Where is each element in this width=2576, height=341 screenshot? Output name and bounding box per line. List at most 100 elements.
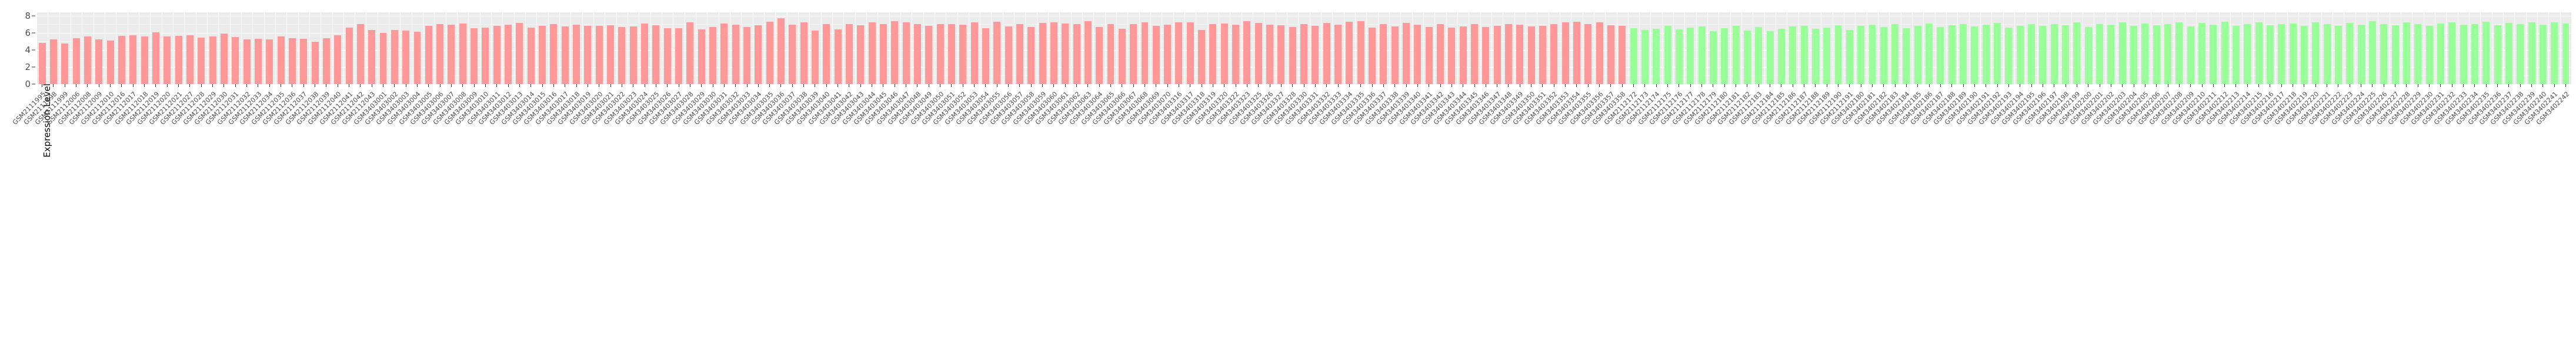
y-axis-tick-mark [32, 49, 35, 51]
bar-slot [2276, 12, 2287, 84]
x-axis-tick-slot [1071, 84, 1082, 90]
x-axis-tick-slot [2264, 84, 2275, 90]
bar-slot [1707, 12, 1719, 84]
y-axis-tick-label: 2 [25, 61, 31, 72]
bar [2562, 23, 2570, 84]
x-axis-label-slot: GSM3403326 [1239, 89, 1275, 336]
x-axis-tick-mark [201, 84, 202, 87]
x-axis-tick-mark [2224, 84, 2225, 87]
bar-slot [1184, 12, 1196, 84]
x-axis-tick-mark [1963, 84, 1964, 87]
x-axis-tick-mark [723, 84, 725, 87]
x-axis-tick-mark [2372, 84, 2373, 87]
x-axis-label-slot: GSM3403057 [989, 89, 1025, 336]
bar [857, 25, 865, 84]
bar [1960, 24, 1967, 84]
x-axis-tick-mark [826, 84, 827, 87]
bar [2141, 23, 2149, 84]
x-axis-label-slot: GSM2111998 [22, 89, 59, 336]
y-axis-tick-label: 4 [25, 44, 31, 55]
x-axis-tick-mark [1587, 84, 1589, 87]
x-axis-label-slot: GSM3402188 [1921, 89, 1957, 336]
x-axis-tick-mark [394, 84, 395, 87]
gridline-vertical [1298, 12, 1299, 84]
bar [482, 28, 489, 84]
x-axis-tick-slot [1048, 84, 1059, 90]
x-axis-tick-mark [1110, 84, 1111, 87]
x-axis-tick-slot [2481, 84, 2492, 90]
x-axis-label-slot: GSM3403012 [477, 89, 513, 336]
x-axis-label-slot: GSM3403355 [1557, 89, 1594, 336]
x-axis-tick-slot [1434, 84, 1446, 90]
x-axis-label-slot: GSM3402211 [2182, 89, 2219, 336]
bar-slot [2298, 12, 2310, 84]
x-axis-tick-mark [1508, 84, 1509, 87]
bar-series [36, 12, 2571, 84]
gridline-vertical [2162, 12, 2163, 84]
gridline-vertical [741, 12, 742, 84]
x-axis-tick-mark [2474, 84, 2475, 87]
bar-slot [1196, 12, 1207, 84]
x-axis-label-slot: GSM3402231 [2410, 89, 2446, 336]
bar-slot [570, 12, 582, 84]
x-axis-tick-mark [2520, 84, 2521, 87]
x-axis-label-slot: GSM2112016 [91, 89, 127, 336]
gridline-vertical [763, 12, 765, 84]
bar-slot [2435, 12, 2446, 84]
gridline-vertical [309, 12, 310, 84]
bar-slot [1867, 12, 1878, 84]
x-axis-tick-mark [2565, 84, 2566, 87]
gridline-vertical [1696, 12, 1697, 84]
bar [379, 32, 387, 84]
x-axis-label-slot: GSM2112021 [148, 89, 184, 336]
gridline-vertical [2196, 12, 2197, 84]
x-axis-label-slot: GSM3403004 [386, 89, 423, 336]
bar [1323, 23, 1330, 84]
bar-slot [548, 12, 559, 84]
x-axis-tick-mark [746, 84, 748, 87]
bar-slot [1276, 12, 1287, 84]
x-axis-label-slot: GSM2112184 [1739, 89, 1776, 336]
gridline-vertical [2560, 12, 2561, 84]
x-axis-tick-slot [1923, 84, 1934, 90]
bar-slot [1719, 12, 1730, 84]
x-axis-label-slot: GSM2112179 [1682, 89, 1719, 336]
bar-slot [1400, 12, 1412, 84]
x-axis-tick-mark [1372, 84, 1373, 87]
x-axis-tick-slot [2413, 84, 2424, 90]
x-axis-tick-slot [2447, 84, 2458, 90]
gridline-vertical [1707, 12, 1709, 84]
x-axis-tick-slot [1298, 84, 1309, 90]
bar-slot [36, 12, 48, 84]
x-axis-tick-slot [457, 84, 468, 90]
bar-slot [900, 12, 912, 84]
x-axis-label-slot: GSM2112036 [261, 89, 298, 336]
bar-slot [2355, 12, 2367, 84]
bar [550, 24, 558, 84]
bar-slot [1207, 12, 1219, 84]
bar [1607, 25, 1614, 84]
bar [220, 34, 228, 84]
bar [50, 39, 57, 84]
x-axis-tick-slot [366, 84, 378, 90]
bar [982, 28, 989, 84]
x-axis-label-slot: GSM3402182 [1853, 89, 1889, 336]
x-axis-tick-slot [2492, 84, 2503, 90]
x-axis-tick-slot [525, 84, 536, 90]
bar-slot [1889, 12, 1900, 84]
bar-slot [2378, 12, 2390, 84]
bar [527, 28, 535, 84]
bar-slot [1150, 12, 1162, 84]
x-axis-label-slot: GSM3402219 [2273, 89, 2310, 336]
x-axis-tick-slot [491, 84, 502, 90]
bar [1709, 31, 1717, 84]
bar-slot [1560, 12, 1571, 84]
x-axis-label-slot: GSM3403332 [1296, 89, 1332, 336]
x-axis-label-slot: GSM3403323 [1216, 89, 1253, 336]
x-axis-label-slot: GSM3403028 [659, 89, 696, 336]
gridline-vertical [1082, 12, 1083, 84]
bar [1186, 22, 1194, 84]
x-axis-tick-mark [1974, 84, 1975, 87]
x-axis-tick-mark [1349, 84, 1350, 87]
bar-slot [1366, 12, 1377, 84]
